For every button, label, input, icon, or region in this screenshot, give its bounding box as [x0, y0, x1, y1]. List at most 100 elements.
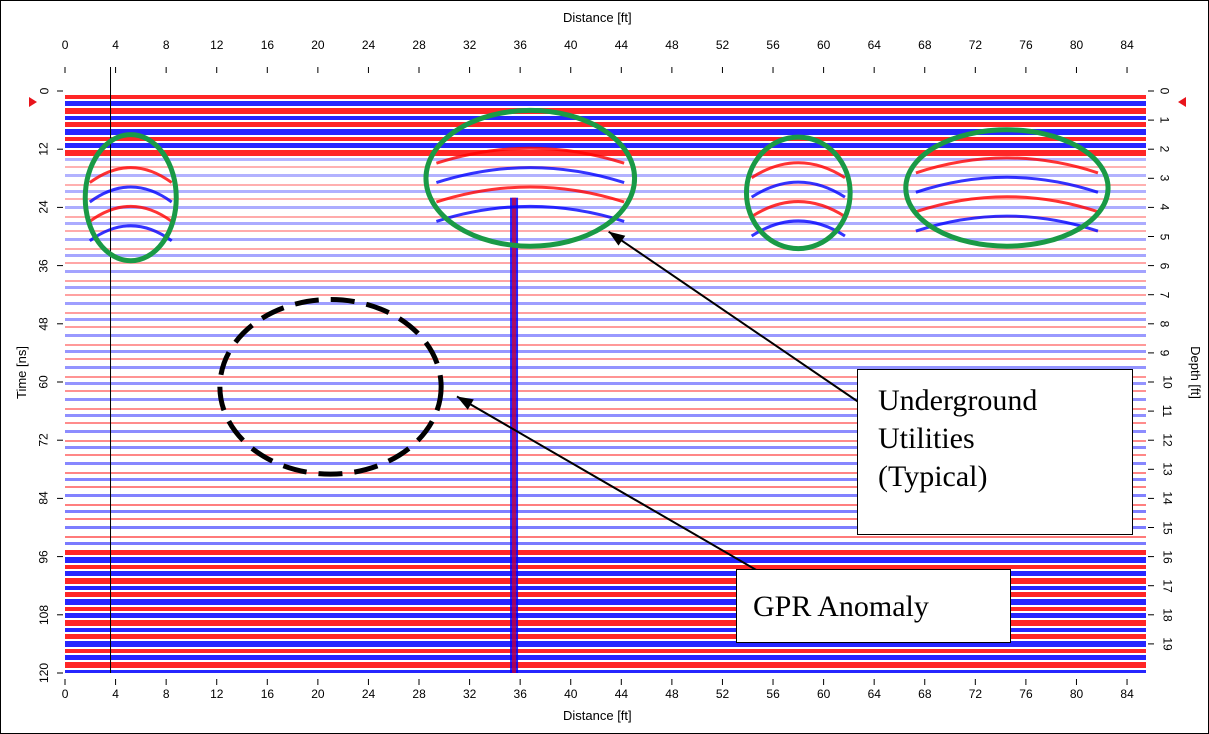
x-tick-label-top: 4: [112, 38, 119, 52]
callout-line-2: Utilities: [878, 422, 975, 455]
y-tick-label-right: 4: [1157, 204, 1172, 211]
diffraction-hyperbola: [435, 204, 625, 223]
radargram-band: [65, 143, 1146, 148]
radargram-band: [65, 662, 1146, 668]
y-tick-label-right: 12: [1160, 433, 1175, 447]
x-tick-label-bottom: 36: [513, 687, 527, 701]
radargram-band: [65, 422, 1146, 424]
radargram-band: [65, 344, 1146, 346]
y-tick-label-left: 36: [37, 258, 52, 273]
radargram-band: [65, 578, 1146, 584]
y-tick-label-right: 17: [1160, 579, 1175, 593]
radargram-band: [65, 592, 1146, 597]
radargram-band: [65, 334, 1146, 337]
x-tick-label-bottom: 48: [665, 687, 679, 701]
radargram-band: [65, 137, 1146, 141]
radargram-band: [65, 122, 1146, 127]
y-tick-label-right: 18: [1160, 608, 1175, 622]
x-tick-label-bottom: 80: [1069, 687, 1084, 701]
callout-arrowhead: [608, 231, 626, 246]
y-tick-label-right: 2: [1157, 145, 1172, 153]
radargram-band: [65, 190, 1146, 193]
radargram-band: [65, 472, 1146, 474]
radargram-band: [65, 198, 1146, 200]
radargram-band: [65, 184, 1146, 186]
x-tick-label-top: 32: [462, 38, 477, 52]
y-tick-label-right: 15: [1160, 520, 1175, 535]
diffraction-hyperbola: [915, 175, 1099, 194]
radargram-band: [65, 95, 1146, 99]
diffraction-hyperbola: [750, 200, 846, 218]
y-tick-label-right: 13: [1160, 462, 1175, 476]
radargram-band: [65, 318, 1146, 321]
radargram-band: [65, 599, 1146, 605]
diffraction-hyperbola: [750, 180, 846, 199]
y-tick-label-left: 84: [37, 491, 52, 506]
radargram-band: [65, 254, 1146, 257]
utility-ellipse: [743, 134, 853, 252]
radargram-band: [65, 440, 1146, 442]
radargram-band: [65, 414, 1146, 417]
x-tick-label-bottom: 20: [311, 687, 325, 701]
radargram-band: [65, 101, 1146, 106]
x-tick-label-top: 20: [311, 38, 325, 52]
radargram-band: [65, 366, 1146, 369]
x-tick-label-top: 60: [816, 38, 831, 52]
x-tick-label-bottom: 56: [766, 687, 780, 701]
radargram-band: [65, 206, 1146, 209]
x-tick-label-top: 68: [918, 38, 932, 52]
diffraction-hyperbola: [435, 185, 625, 204]
radargram-band: [65, 526, 1146, 529]
radargram-band: [65, 350, 1146, 353]
radargram-band: [65, 565, 1146, 569]
radargram-band: [65, 108, 1146, 114]
x-tick-label-top: 12: [210, 38, 224, 52]
radargram-band: [65, 294, 1146, 296]
y-tick-label-right: 14: [1160, 491, 1175, 506]
y-tick-label-left: 24: [37, 200, 52, 215]
y-tick-label-left: 120: [37, 662, 52, 684]
radargram-band: [65, 454, 1146, 456]
diffraction-hyperbola: [750, 161, 846, 180]
radargram-band: [65, 510, 1146, 513]
x-tick-label-top: 56: [766, 38, 780, 52]
radargram-band: [65, 586, 1146, 590]
y-tick-label-left: 12: [37, 142, 52, 156]
radargram-band: [65, 116, 1146, 120]
radargram-band: [65, 408, 1146, 410]
x-tick-label-bottom: 32: [462, 687, 477, 701]
y-tick-label-left: 60: [37, 375, 52, 389]
x-tick-label-bottom: 0: [61, 687, 69, 701]
y-tick-label-right: 8: [1157, 320, 1172, 328]
x-tick-label-bottom: 28: [412, 687, 426, 701]
diffraction-hyperbola: [915, 195, 1099, 214]
radargram-band: [65, 280, 1146, 282]
x-tick-label-top: 52: [715, 38, 730, 52]
y-tick-label-right: 16: [1160, 549, 1175, 564]
radargram-band: [65, 398, 1146, 401]
y-tick-label-right: 9: [1157, 349, 1172, 357]
x-tick-label-top: 48: [665, 38, 679, 52]
y-tick-label-right: 6: [1157, 262, 1172, 269]
callout-arrow: [456, 395, 768, 577]
x-tick-label-top: 8: [162, 38, 170, 52]
radargram-band: [65, 641, 1146, 647]
x-tick-label-bottom: 16: [260, 687, 275, 701]
y-tick-label-left: 48: [37, 317, 52, 331]
radargram-band: [65, 571, 1146, 576]
x-tick-label-bottom: 4: [112, 687, 119, 701]
radargram-band: [65, 494, 1146, 497]
radargram-band: [65, 550, 1146, 555]
radargram-band: [65, 628, 1146, 632]
y-tick-label-right: 7: [1157, 291, 1172, 299]
radargram-band: [65, 230, 1146, 232]
radargram-band: [65, 312, 1146, 314]
diffraction-hyperbola: [915, 214, 1099, 233]
vertical-ringing-core: [512, 197, 517, 673]
x-tick-label-top: 72: [968, 38, 983, 52]
y-tick-label-left: 0: [37, 87, 52, 95]
radargram-band: [65, 613, 1146, 618]
x-tick-label-bottom: 68: [918, 687, 932, 701]
radargram-band: [65, 390, 1146, 392]
